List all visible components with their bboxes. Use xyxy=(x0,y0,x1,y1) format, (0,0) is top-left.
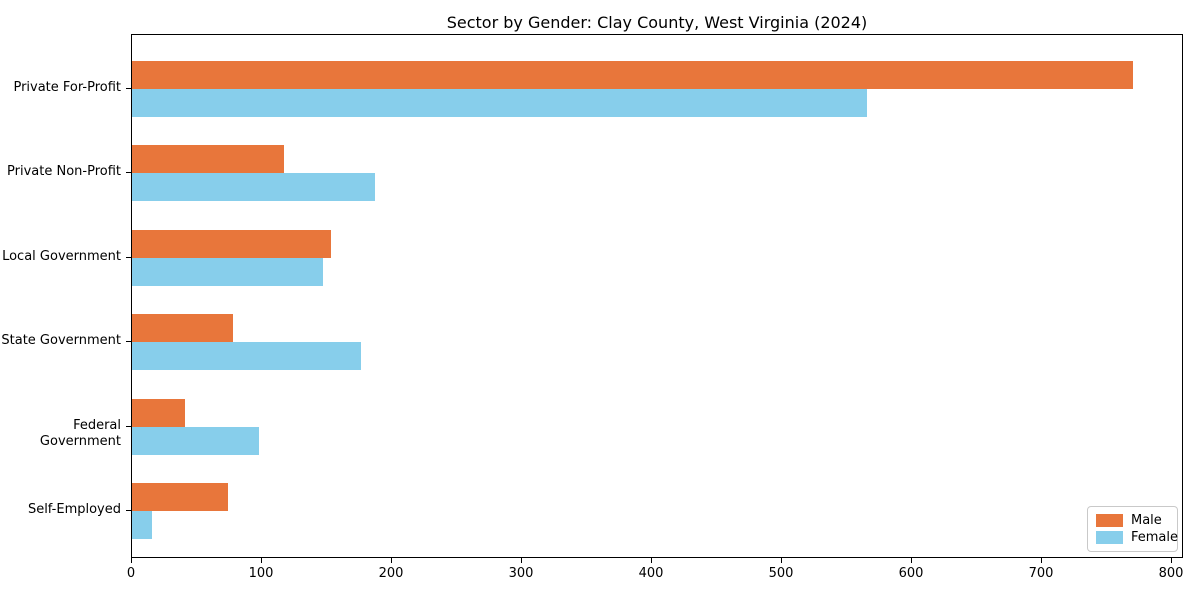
legend: Male Female xyxy=(1087,506,1178,552)
y-tick-mark xyxy=(126,510,131,511)
bar-female-private-for-profit xyxy=(132,89,867,117)
chart-title: Sector by Gender: Clay County, West Virg… xyxy=(446,13,868,32)
bar-male-federal-government xyxy=(132,398,185,427)
bar-female-federal-government xyxy=(132,426,259,455)
x-tick-label-100: 100 xyxy=(248,566,274,581)
y-tick-mark xyxy=(126,172,131,174)
x-tick-mark xyxy=(1041,558,1042,563)
male-legend-label: Male xyxy=(1131,513,1162,528)
x-tick-mark xyxy=(521,558,522,563)
bar-male-local-government xyxy=(132,229,331,258)
x-tick-label-700: 700 xyxy=(1028,566,1054,581)
x-tick-mark xyxy=(1171,558,1172,563)
x-tick-label-500: 500 xyxy=(768,566,794,581)
y-tick-label-state-government: State Government xyxy=(1,333,121,349)
x-tick-label-300: 300 xyxy=(508,566,534,581)
x-tick-mark xyxy=(391,558,392,563)
plot-area xyxy=(131,34,1183,558)
x-tick-mark xyxy=(131,558,132,563)
legend-item-male: Male xyxy=(1096,513,1169,528)
y-tick-label-federal-government: Federal Government xyxy=(39,417,121,449)
female-legend-swatch xyxy=(1096,531,1123,544)
x-tick-mark xyxy=(651,558,652,563)
x-tick-mark xyxy=(261,558,262,563)
legend-item-female: Female xyxy=(1096,530,1178,545)
x-tick-label-400: 400 xyxy=(638,566,664,581)
female-legend-label: Female xyxy=(1131,530,1179,545)
y-tick-label-private-non-profit: Private Non-Profit xyxy=(7,164,121,180)
bar-female-local-government xyxy=(132,257,323,286)
bar-male-self-employed xyxy=(132,483,228,511)
x-tick-label-200: 200 xyxy=(378,566,404,581)
y-tick-mark xyxy=(126,341,131,343)
bar-male-private-non-profit xyxy=(132,145,284,174)
y-tick-label-local-government: Local Government xyxy=(2,248,121,264)
bar-female-state-government xyxy=(132,342,361,371)
bar-female-private-non-profit xyxy=(132,173,375,202)
x-tick-label-600: 600 xyxy=(898,566,924,581)
x-tick-label-0: 0 xyxy=(126,566,136,581)
y-tick-label-self-employed: Self-Employed xyxy=(27,502,121,517)
x-tick-label-800: 800 xyxy=(1158,566,1184,581)
y-tick-mark xyxy=(126,256,131,258)
y-tick-mark xyxy=(126,88,131,89)
male-legend-swatch xyxy=(1096,514,1123,527)
y-tick-label-private-for-profit: Private For-Profit xyxy=(13,80,121,95)
x-tick-mark xyxy=(911,558,912,563)
bar-male-state-government xyxy=(132,314,233,343)
bar-female-self-employed xyxy=(132,511,152,539)
y-tick-mark xyxy=(126,425,131,427)
x-tick-mark xyxy=(781,558,782,563)
bar-male-private-for-profit xyxy=(132,61,1133,89)
